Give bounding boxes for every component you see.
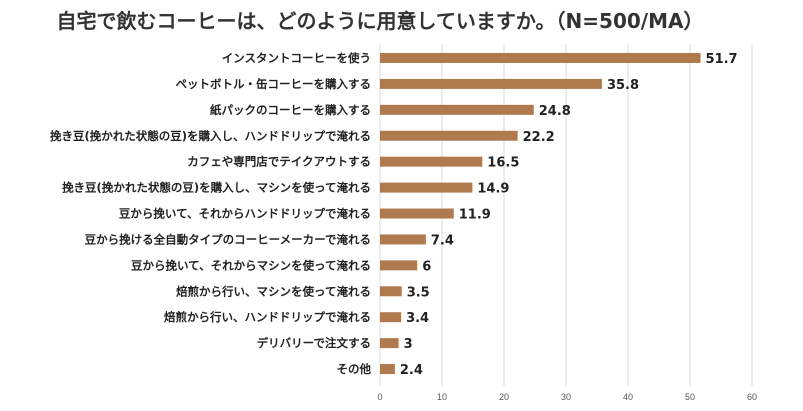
x-tick-label: 60	[747, 392, 757, 402]
category-label: カフェや専門店でテイクアウトする	[187, 155, 371, 169]
data-label: 51.7	[706, 52, 738, 67]
data-label: 3	[404, 337, 413, 352]
data-label: 7.4	[431, 233, 454, 248]
category-label: デリバリーで注文する	[257, 336, 371, 350]
bar	[380, 78, 602, 89]
chart-title: 自宅で飲むコーヒーは、どのように用意していますか。（N=500/MA）	[57, 9, 704, 33]
bar	[380, 156, 483, 167]
bar	[380, 53, 701, 63]
bar	[380, 286, 402, 297]
data-label: 22.2	[523, 130, 555, 145]
x-tick-label: 40	[623, 392, 633, 402]
value-labels: 51.7 35.8 24.8 22.2 16.5 14.9 11.9 7.46 3.5 3.4 3 2…	[400, 52, 738, 378]
category-labels: インスタントコーヒーを使うペットボトル・缶コーヒーを購入する紙パックのコーヒーを…	[50, 51, 372, 376]
bar	[380, 104, 534, 115]
data-label: 14.9	[477, 182, 509, 197]
bar	[380, 130, 518, 141]
bar	[380, 260, 418, 271]
data-label: 24.8	[539, 104, 571, 119]
bar	[380, 364, 395, 375]
category-label: 挽き豆(挽かれた状態の豆)を購入し、ハンドドリップで淹れる	[50, 129, 371, 143]
category-label: ペットボトル・缶コーヒーを購入する	[176, 77, 372, 91]
bar	[380, 208, 454, 219]
bars	[380, 53, 701, 375]
category-label: 焙煎から行い、マシンを使って淹れる	[176, 284, 371, 298]
category-label: その他	[337, 362, 372, 376]
data-label: 3.4	[406, 311, 429, 326]
gridlines	[379, 44, 753, 386]
category-label: 豆から挽いて、それからハンドドリップで淹れる	[119, 207, 371, 221]
category-label: 豆から挽ける全自動タイプのコーヒーメーカーで淹れる	[85, 232, 371, 246]
x-tick-label: 20	[499, 392, 509, 402]
bar	[380, 338, 399, 349]
category-label: 挽き豆(挽かれた状態の豆)を購入し、マシンを使って淹れる	[62, 181, 371, 195]
data-label: 6	[422, 259, 431, 274]
data-label: 35.8	[607, 78, 639, 93]
data-label: 2.4	[400, 363, 423, 378]
category-label: 焙煎から行い、ハンドドリップで淹れる	[164, 310, 371, 324]
bar	[380, 182, 473, 193]
bar	[380, 234, 426, 245]
data-label: 11.9	[459, 208, 491, 223]
x-tick-label: 30	[561, 392, 571, 402]
data-label: 16.5	[487, 156, 519, 171]
data-label: 3.5	[407, 285, 430, 300]
x-tick-label: 0	[377, 392, 382, 402]
category-label: インスタントコーヒーを使う	[222, 51, 371, 65]
category-label: 紙パックのコーヒーを購入する	[210, 103, 371, 117]
bar	[380, 312, 402, 323]
x-tick-label: 50	[685, 392, 695, 402]
x-axis-ticks: 0 10 20 30 40 50 60	[377, 392, 757, 402]
category-label: 豆から挽いて、それからマシンを使って淹れる	[131, 258, 371, 272]
x-tick-label: 10	[437, 392, 447, 402]
